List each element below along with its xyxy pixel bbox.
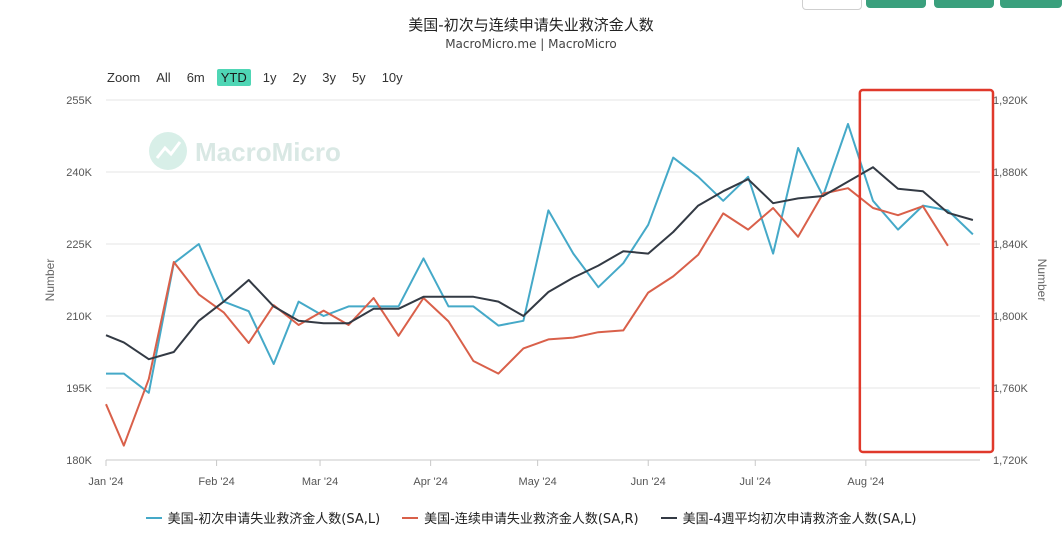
- legend-item-continuing[interactable]: 美国-连续申请失业救济金人数(SA,R): [402, 508, 639, 527]
- legend: 美国-初次申请失业救济金人数(SA,L) 美国-连续申请失业救济金人数(SA,R…: [0, 508, 1062, 527]
- zoom-2y-button[interactable]: 2y: [292, 69, 307, 85]
- legend-item-avg4w[interactable]: 美国-4週平均初次申请救济金人数(SA,L): [660, 508, 917, 527]
- zoom-1y-button[interactable]: 1y: [262, 69, 277, 85]
- highlight-box: [858, 88, 995, 454]
- series-line-continuing-claims: [105, 187, 949, 447]
- x-tick-label: May '24: [519, 476, 557, 488]
- watermark: MacroMicro: [149, 132, 341, 170]
- y-right-tick-label: 1,760K: [993, 383, 1029, 395]
- y-right-tick-label: 1,840K: [993, 239, 1029, 251]
- legend-label-continuing: 美国-连续申请失业救济金人数(SA,R): [424, 512, 639, 527]
- x-tick-label: Feb '24: [198, 476, 234, 488]
- top-toolbar-green-button-3[interactable]: [1000, 0, 1062, 8]
- x-tick-label: Jul '24: [740, 476, 771, 488]
- y-right-tick-label: 1,800K: [993, 311, 1029, 323]
- series-line-initial-claims: [106, 123, 974, 394]
- chart-subtitle: MacroMicro.me | MacroMicro: [445, 37, 617, 51]
- zoom-all-button[interactable]: All: [156, 69, 171, 85]
- y-right-tick-label: 1,920K: [993, 95, 1029, 107]
- zoom-5y-button[interactable]: 5y: [351, 69, 366, 85]
- zoom-6m-button[interactable]: 6m: [186, 69, 205, 85]
- chart-title: 美国-初次与连续申请失业救济金人数: [408, 16, 654, 34]
- zoom-ytd-button[interactable]: YTD: [216, 68, 251, 86]
- x-tick-label: Apr '24: [413, 476, 448, 488]
- legend-item-initial[interactable]: 美国-初次申请失业救济金人数(SA,L): [145, 508, 381, 527]
- zoom-label: Zoom: [107, 69, 141, 85]
- y-right-tick-label: 1,720K: [993, 455, 1029, 467]
- x-tick-label: Jan '24: [88, 476, 123, 488]
- axes: 180K 195K 210K 225K 240K 255K 1,720K 1,760K 1,80…: [43, 95, 1049, 488]
- top-toolbar-green-button-1[interactable]: [866, 0, 926, 8]
- series-layer: [105, 123, 974, 447]
- x-tick-label: Aug '24: [847, 476, 884, 488]
- y-left-tick-label: 225K: [66, 239, 92, 251]
- watermark-text: MacroMicro: [195, 137, 341, 167]
- y-right-axis-title: Number: [1035, 259, 1049, 302]
- zoom-10y-button[interactable]: 10y: [381, 69, 403, 85]
- legend-label-avg4w: 美国-4週平均初次申请救济金人数(SA,L): [682, 512, 917, 527]
- chart-svg: MacroMicro 180K 195K 210K 225K 240K 255K 1,720…: [43, 88, 1049, 488]
- zoom-3y-button[interactable]: 3y: [322, 69, 336, 85]
- y-left-tick-label: 180K: [66, 455, 92, 467]
- top-toolbar-green-button-2[interactable]: [934, 0, 994, 8]
- y-left-tick-label: 255K: [66, 95, 92, 107]
- legend-swatch-continuing: [402, 516, 419, 519]
- y-left-tick-label: 240K: [66, 167, 92, 179]
- y-left-axis-title: Number: [43, 259, 57, 302]
- legend-swatch-initial: [145, 516, 162, 519]
- legend-label-initial: 美国-初次申请失业救济金人数(SA,L): [167, 512, 381, 527]
- top-toolbar-button[interactable]: [802, 0, 862, 10]
- y-left-tick-label: 195K: [66, 383, 92, 395]
- series-line-4week-average: [105, 166, 974, 361]
- watermark-logo-mark: [155, 141, 182, 159]
- y-left-tick-label: 210K: [66, 311, 92, 323]
- y-right-tick-label: 1,880K: [993, 167, 1029, 179]
- x-tick-label: Jun '24: [631, 476, 666, 488]
- legend-swatch-avg4w: [660, 516, 677, 519]
- zoom-bar: Zoom All 6m YTD 1y 2y 3y 5y 10y: [107, 68, 415, 86]
- x-tick-label: Mar '24: [302, 476, 338, 488]
